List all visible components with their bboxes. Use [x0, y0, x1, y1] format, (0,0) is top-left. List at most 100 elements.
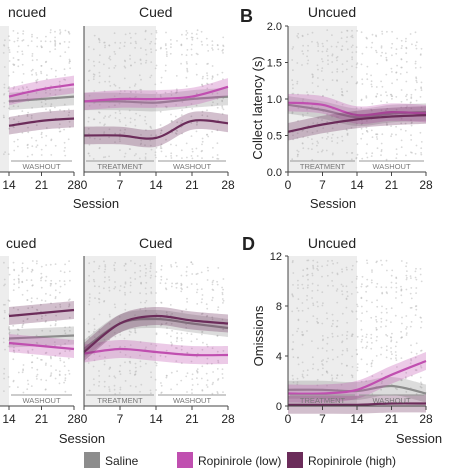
- subject-dot: [150, 148, 153, 151]
- series-line: [287, 114, 427, 133]
- subject-dot: [312, 91, 314, 94]
- subject-dot: [341, 349, 344, 352]
- subject-dot: [200, 288, 203, 290]
- subject-dot: [301, 343, 304, 346]
- subject-dot: [3, 102, 6, 104]
- subject-dot: [419, 66, 422, 69]
- subject-dot: [381, 33, 384, 35]
- subject-dot: [365, 333, 368, 336]
- subject-dot: [420, 386, 423, 389]
- subject-dot: [88, 94, 91, 97]
- subject-dot: [292, 138, 294, 141]
- subject-dot: [98, 370, 100, 372]
- subject-dot: [149, 389, 152, 392]
- subject-dot: [21, 81, 24, 84]
- subject-dot: [316, 317, 319, 320]
- subject-dot: [165, 105, 168, 108]
- subject-dot: [394, 345, 397, 348]
- subject-dot: [217, 379, 219, 381]
- subject-dot: [64, 377, 67, 380]
- subject-dot: [175, 286, 178, 289]
- subject-dot: [159, 145, 162, 148]
- subject-dot: [59, 344, 62, 347]
- subject-dot: [93, 34, 96, 37]
- subject-dot: [341, 103, 344, 106]
- subject-dot: [186, 301, 189, 303]
- subject-dot: [400, 357, 403, 359]
- subject-dot: [316, 378, 319, 381]
- subject-dot: [104, 46, 106, 49]
- subject-dot: [124, 33, 127, 36]
- subject-dot: [391, 30, 393, 33]
- subject-dot: [410, 287, 413, 289]
- subject-dot: [351, 335, 354, 337]
- subject-dot: [216, 142, 219, 145]
- subject-dot: [341, 270, 344, 273]
- subject-dot: [45, 144, 47, 147]
- subject-dot: [420, 350, 422, 352]
- subject-dot: [113, 264, 115, 267]
- subject-dot: [64, 379, 67, 382]
- subject-dot: [336, 136, 339, 139]
- subject-dot: [190, 103, 193, 105]
- legend: Saline Ropinirole (low) Ropinirole (high…: [84, 452, 396, 468]
- subject-dot: [88, 296, 91, 299]
- subject-dot: [108, 289, 111, 292]
- subject-dot: [346, 30, 349, 32]
- subject-dot: [217, 359, 220, 362]
- subject-dot: [93, 353, 96, 355]
- subject-dot: [331, 140, 333, 143]
- subject-dot: [190, 36, 193, 39]
- subject-dot: [87, 116, 90, 119]
- subject-dot: [17, 386, 19, 389]
- subject-dot: [103, 124, 105, 127]
- subject-dot: [4, 348, 6, 351]
- subject-dot: [114, 286, 117, 288]
- subject-dot: [31, 268, 34, 271]
- subject-dot: [297, 120, 299, 122]
- subject-dot: [326, 29, 329, 31]
- subject-dot: [69, 67, 71, 70]
- x-tick-label: 7: [117, 178, 124, 192]
- subject-dot: [337, 41, 339, 44]
- x-tick-label: 21: [385, 412, 399, 426]
- subject-dot: [207, 62, 209, 65]
- subject-dot: [306, 369, 309, 372]
- subject-dot: [88, 303, 91, 306]
- subject-dot: [211, 318, 214, 321]
- subject-dot: [113, 95, 116, 98]
- subject-dot: [322, 94, 324, 97]
- subject-dot: [292, 295, 294, 298]
- subject-dot: [400, 146, 403, 149]
- subject-dot: [63, 68, 66, 71]
- subject-dot: [206, 266, 209, 269]
- subject-dot: [390, 307, 393, 310]
- subject-dot: [113, 384, 116, 387]
- subject-dot: [134, 61, 136, 64]
- subject-dot: [40, 70, 42, 73]
- subject-dot: [302, 275, 304, 278]
- subject-dot: [36, 59, 38, 61]
- subject-dot: [311, 82, 314, 84]
- subject-dot: [150, 291, 153, 293]
- subject-dot: [150, 343, 153, 345]
- subject-dot: [386, 94, 388, 97]
- subject-dot: [306, 267, 309, 270]
- subject-dot: [381, 133, 384, 136]
- subject-dot: [129, 58, 132, 60]
- subject-dot: [138, 74, 141, 77]
- subject-dot: [186, 266, 188, 268]
- subject-dot: [410, 122, 413, 125]
- subject-dot: [54, 93, 57, 96]
- subject-dot: [170, 371, 173, 374]
- subject-dot: [212, 381, 215, 384]
- subject-dot: [16, 32, 19, 35]
- subject-dot: [390, 133, 393, 136]
- subject-dot: [22, 73, 25, 75]
- subject-dot: [325, 149, 328, 152]
- subject-dot: [341, 49, 343, 51]
- subject-dot: [326, 39, 328, 42]
- subject-dot: [415, 79, 418, 82]
- subject-dot: [375, 49, 377, 52]
- subject-dot: [139, 114, 141, 117]
